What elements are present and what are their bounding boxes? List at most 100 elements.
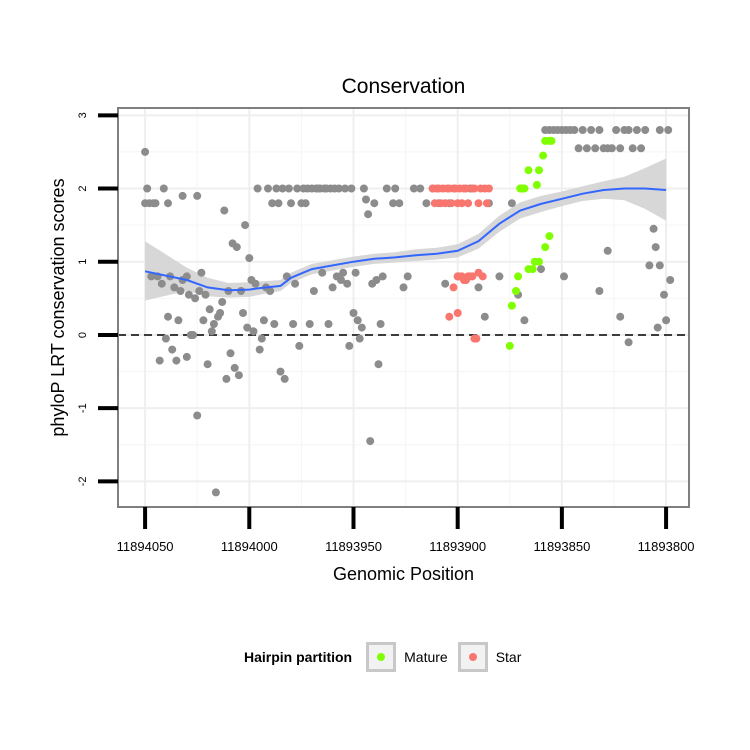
data-point-other — [170, 283, 179, 292]
data-point-other — [364, 210, 373, 219]
data-point-mature — [520, 184, 529, 193]
data-point-other — [237, 287, 245, 295]
data-point-other — [351, 268, 360, 277]
data-point-other — [205, 305, 214, 314]
data-point-other — [347, 184, 356, 193]
data-point-other — [182, 272, 191, 281]
data-point-other — [666, 276, 675, 284]
data-point-other — [276, 367, 285, 376]
data-point-other — [191, 294, 200, 303]
data-point-other — [305, 320, 314, 328]
data-point-other — [232, 243, 241, 252]
data-point-other — [587, 126, 596, 134]
data-point-other — [253, 184, 262, 193]
data-point-other — [422, 199, 431, 208]
data-point-mature — [539, 151, 548, 160]
data-point-other — [376, 320, 385, 328]
data-point-other — [391, 184, 400, 193]
data-point-other — [280, 374, 289, 383]
data-point-other — [507, 199, 516, 208]
data-point-other — [574, 144, 583, 153]
data-point-other — [268, 199, 277, 208]
data-point-other — [591, 144, 600, 153]
data-point-other — [176, 287, 185, 295]
data-point-other — [295, 341, 304, 350]
data-point-other — [328, 283, 337, 292]
data-point-other — [157, 279, 166, 288]
y-tick-label: 1 — [77, 259, 89, 265]
data-point-other — [251, 279, 260, 288]
data-point-other — [309, 287, 318, 295]
data-point-other — [284, 184, 293, 193]
data-point-other — [324, 320, 333, 328]
data-point-other — [226, 349, 235, 358]
data-point-star — [472, 334, 481, 343]
data-point-other — [141, 147, 150, 156]
data-point-other — [624, 338, 633, 347]
legend-dot-star — [468, 653, 477, 661]
data-point-star — [468, 272, 477, 281]
legend: Hairpin partition Mature Star — [244, 640, 531, 674]
data-point-other — [395, 199, 404, 208]
data-point-other — [184, 290, 193, 299]
legend-label-mature: Mature — [404, 649, 448, 665]
data-point-star — [447, 199, 456, 208]
data-point-other — [378, 272, 387, 281]
data-point-other — [164, 312, 172, 321]
data-point-other — [357, 323, 366, 332]
data-point-other — [655, 261, 664, 270]
data-point-other — [570, 126, 579, 134]
data-point-other — [193, 411, 202, 420]
data-point-other — [197, 268, 206, 277]
data-point-other — [343, 279, 352, 288]
data-point-other — [266, 287, 275, 295]
data-point-other — [211, 488, 220, 497]
data-point-mature — [545, 232, 554, 241]
data-point-other — [637, 144, 646, 153]
data-point-other — [243, 323, 252, 332]
data-point-star — [474, 199, 483, 208]
data-point-other — [474, 283, 483, 292]
plot-panel — [118, 108, 689, 507]
data-point-star — [430, 199, 439, 208]
data-point-other — [272, 184, 281, 193]
data-point-other — [578, 126, 587, 134]
data-point-other — [480, 312, 489, 321]
data-point-other — [334, 184, 343, 193]
data-point-other — [660, 290, 668, 299]
data-point-other — [168, 345, 177, 354]
data-point-other — [339, 268, 348, 277]
data-point-other — [653, 323, 662, 332]
data-point-other — [209, 320, 218, 328]
data-point-other — [628, 144, 637, 153]
data-point-other — [245, 254, 254, 263]
data-point-mature — [507, 301, 516, 310]
data-point-other — [257, 334, 266, 343]
data-point-other — [624, 126, 633, 134]
data-point-mature — [547, 136, 556, 145]
data-point-other — [182, 352, 191, 361]
legend-title: Hairpin partition — [244, 649, 353, 665]
data-point-other — [403, 272, 412, 281]
x-tick-label: 11893900 — [429, 539, 486, 554]
x-tick-label: 11893850 — [533, 539, 590, 554]
data-point-other — [355, 334, 364, 343]
data-point-other — [664, 126, 673, 134]
data-point-other — [520, 316, 529, 325]
data-point-other — [612, 126, 621, 134]
y-tick-label: 2 — [77, 185, 89, 191]
data-point-other — [222, 374, 231, 383]
data-point-star — [470, 184, 479, 193]
data-point-other — [370, 199, 379, 208]
data-point-star — [484, 184, 493, 193]
data-point-other — [349, 309, 358, 317]
data-point-other — [366, 437, 375, 446]
data-point-other — [337, 276, 345, 284]
data-point-other — [201, 290, 210, 299]
data-point-other — [655, 126, 664, 134]
data-point-star — [457, 199, 466, 208]
data-point-other — [207, 327, 216, 336]
data-point-other — [362, 195, 370, 204]
data-point-star — [445, 312, 454, 321]
data-point-other — [274, 199, 283, 208]
